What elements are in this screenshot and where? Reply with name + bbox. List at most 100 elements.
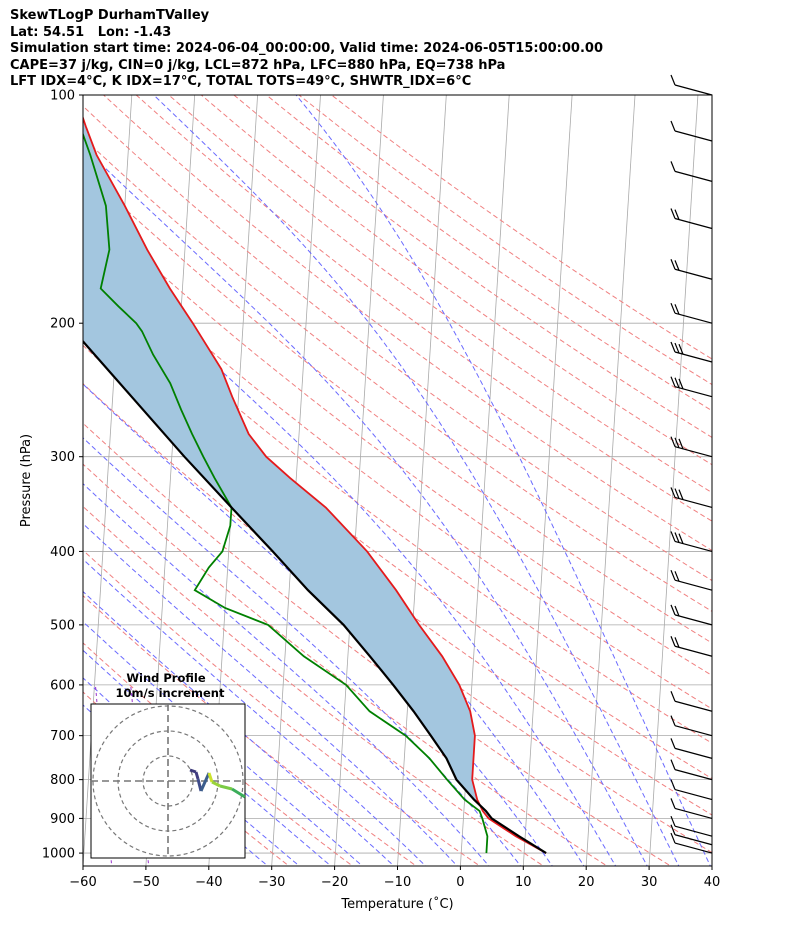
wind-barb (670, 759, 713, 781)
barb-flag (670, 715, 676, 726)
barb-flag (670, 436, 676, 447)
barb-flag (674, 605, 680, 617)
barb-staff (674, 842, 713, 854)
barb-staff (674, 170, 713, 182)
isotherm-10 (522, 95, 573, 866)
x-tick-label: 30 (641, 875, 658, 890)
y-tick-label: 100 (50, 89, 75, 104)
dry-adiabat (331, 95, 712, 360)
x-tick-label: −60 (69, 875, 96, 890)
hodo-trace-segment (219, 784, 233, 791)
dewpoint-line (83, 131, 489, 854)
barb-flag (670, 832, 676, 844)
time-info: Simulation start time: 2024-06-04_00:00:… (10, 41, 603, 56)
wind-barb (670, 779, 713, 801)
cape-area (83, 118, 547, 854)
y-tick-label: 300 (50, 450, 75, 465)
wind-barb (670, 302, 713, 324)
dry-adiabat (298, 95, 712, 386)
barb-staff (674, 540, 713, 552)
hodograph-grid (91, 704, 245, 858)
y-axis-label: Pressure (hPa) (19, 434, 34, 527)
barb-flag (670, 376, 676, 387)
barb-staff (674, 807, 713, 819)
barb-flag (674, 260, 680, 271)
wind-barbs (670, 74, 713, 854)
barb-flag (674, 437, 680, 449)
x-tick-label: −20 (321, 875, 348, 890)
dry-adiabat (83, 236, 712, 710)
barb-staff (674, 386, 713, 398)
barb-flag (670, 341, 676, 353)
barb-staff (674, 700, 713, 712)
x-tick-label: −30 (258, 875, 285, 890)
wind-barb (670, 487, 713, 509)
x-tick-label: 40 (704, 875, 721, 890)
moist-adiabat (83, 241, 617, 866)
barb-flag (670, 604, 676, 616)
barb-flag (678, 533, 684, 544)
barb-staff (674, 769, 713, 781)
dry-adiabat (83, 549, 481, 866)
hodo-trace-segment (199, 772, 211, 792)
x-tick-label: 20 (578, 875, 595, 890)
wind-barb (670, 120, 713, 142)
wind-barb (670, 161, 713, 182)
barb-staff (674, 614, 713, 626)
barb-staff (674, 725, 713, 737)
location-info: Lat: 54.51 Lon: -1.43 (10, 24, 172, 40)
barb-flag (674, 488, 680, 499)
barb-staff (674, 217, 713, 230)
wind-barb (670, 738, 713, 759)
chart-header: SkewTLogP DurhamTValley Lat: 54.51 Lon: … (10, 8, 603, 91)
isotherm--10 (397, 95, 447, 866)
wind-barb (670, 376, 713, 398)
barb-flag (674, 209, 680, 220)
barb-flag (674, 342, 680, 354)
index-info: LFT IDX=4°C, K IDX=17°C, TOTAL TOTS=49°C… (10, 74, 472, 89)
barb-flag (670, 738, 676, 749)
chart-title: SkewTLogP DurhamTValley (10, 8, 210, 23)
barb-flag (674, 532, 680, 543)
moist-adiabat (153, 95, 680, 866)
barb-staff (674, 825, 713, 837)
barb-flag (670, 120, 676, 132)
barb-flag (670, 798, 676, 809)
wind-barb (670, 74, 713, 96)
cape-info: CAPE=37 j/kg, CIN=0 j/kg, LCL=872 hPa, L… (10, 57, 506, 73)
barb-flag (670, 759, 676, 770)
y-tick-label: 1000 (42, 847, 75, 862)
barb-flag (670, 74, 676, 86)
barb-flag (674, 304, 680, 315)
moist-adiabat (295, 95, 711, 866)
wind-barb (670, 715, 713, 737)
barb-flag (670, 691, 676, 702)
barb-flag (670, 487, 676, 498)
y-tick-label: 200 (50, 317, 75, 332)
wind-barb (670, 604, 713, 626)
wind-barb (670, 436, 713, 458)
wind-barb (670, 341, 713, 363)
wind-barb (670, 815, 713, 837)
barb-flag (670, 259, 676, 270)
barb-flag (670, 569, 676, 581)
wind-barb (670, 636, 713, 657)
barb-flag (678, 438, 684, 450)
moist-adiabat (83, 483, 490, 866)
barb-staff (674, 496, 713, 509)
x-tick-label: −50 (132, 875, 159, 890)
barb-flag (670, 779, 676, 790)
barb-staff (674, 312, 713, 324)
moist-adiabat (83, 621, 364, 866)
x-tick-label: −10 (384, 875, 411, 890)
y-tick-label: 900 (50, 812, 75, 827)
dry-adiabat (83, 463, 608, 866)
barb-staff (674, 268, 713, 280)
y-tick-label: 700 (50, 729, 75, 744)
moist-adiabat (83, 558, 427, 866)
moist-adiabat (83, 145, 648, 866)
barb-flag (670, 815, 676, 827)
wind-barb (670, 798, 713, 819)
wind-barb (670, 569, 713, 591)
